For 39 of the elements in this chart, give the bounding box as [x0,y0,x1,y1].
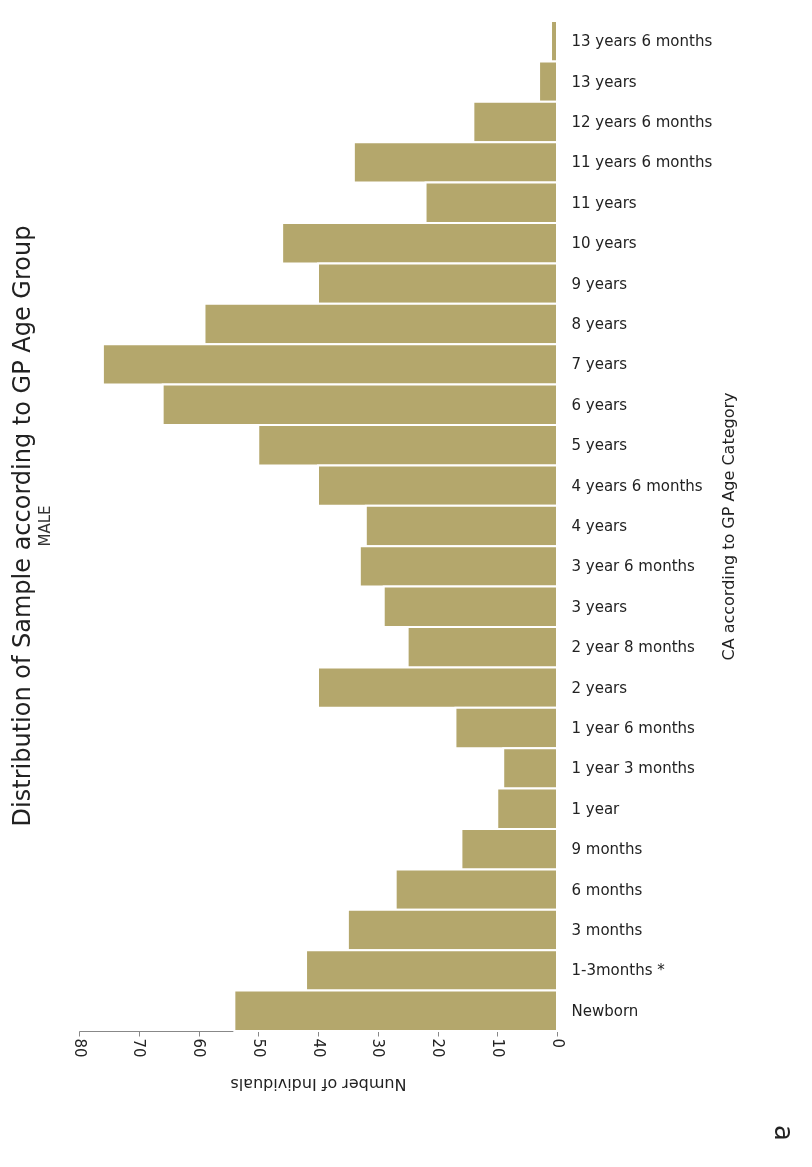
x-tick-label: 10 [488,1038,507,1058]
y-tick-label: 1 year 3 months [571,759,696,778]
text: MALE [36,505,54,547]
text: a [768,1125,799,1141]
y-axis-title: CA according to GP Age Category [718,392,738,661]
y-tick-label: 13 years 6 months [571,32,713,51]
y-tick-label: 3 months [571,921,643,939]
x-tick-label: 60 [190,1038,208,1058]
y-tick-label: 9 years [571,274,628,293]
y-tick-label: 2 year 8 months [571,638,696,657]
x-tick-label: 70 [130,1038,149,1058]
y-tick-label: 12 years 6 months [571,113,713,131]
y-tick-label: 3 year 6 months [571,557,696,576]
y-tick-label: 11 years [571,193,637,212]
y-tick-label: 13 years [571,72,637,91]
x-tick-label: 50 [249,1038,268,1058]
y-tick-label: 10 years [571,234,637,253]
y-tick-label: 1 year 6 months [571,719,696,737]
x-axis-title: Number of Individuals [230,1074,407,1094]
y-tick-label: 4 years 6 months [571,476,703,495]
y-tick-label: 1-3months * [571,961,666,980]
y-tick-label: 9 months [571,840,643,859]
y-tick-label: 6 years [571,395,628,414]
y-tick-label: 3 years [571,597,628,616]
y-tick-label: 11 years 6 months [571,153,713,172]
x-tick-label: 40 [309,1038,328,1058]
x-tick-label: 0 [548,1038,567,1049]
y-tick-label: 5 years [571,436,628,455]
text: Distribution of Sample according to GP Age Group [8,225,36,827]
y-tick-label: 7 years [571,355,628,374]
x-tick-label: 20 [429,1038,447,1058]
x-tick-label: 80 [70,1038,89,1058]
y-tick-label: 6 months [571,880,643,899]
y-tick-label: 1 year [571,799,621,818]
y-tick-label: 8 years [571,315,628,333]
y-tick-label: 2 years [571,678,628,697]
y-tick-label: Newborn [571,1001,639,1020]
y-tick-label: 4 years [571,517,628,535]
x-tick-label: 30 [369,1038,388,1058]
